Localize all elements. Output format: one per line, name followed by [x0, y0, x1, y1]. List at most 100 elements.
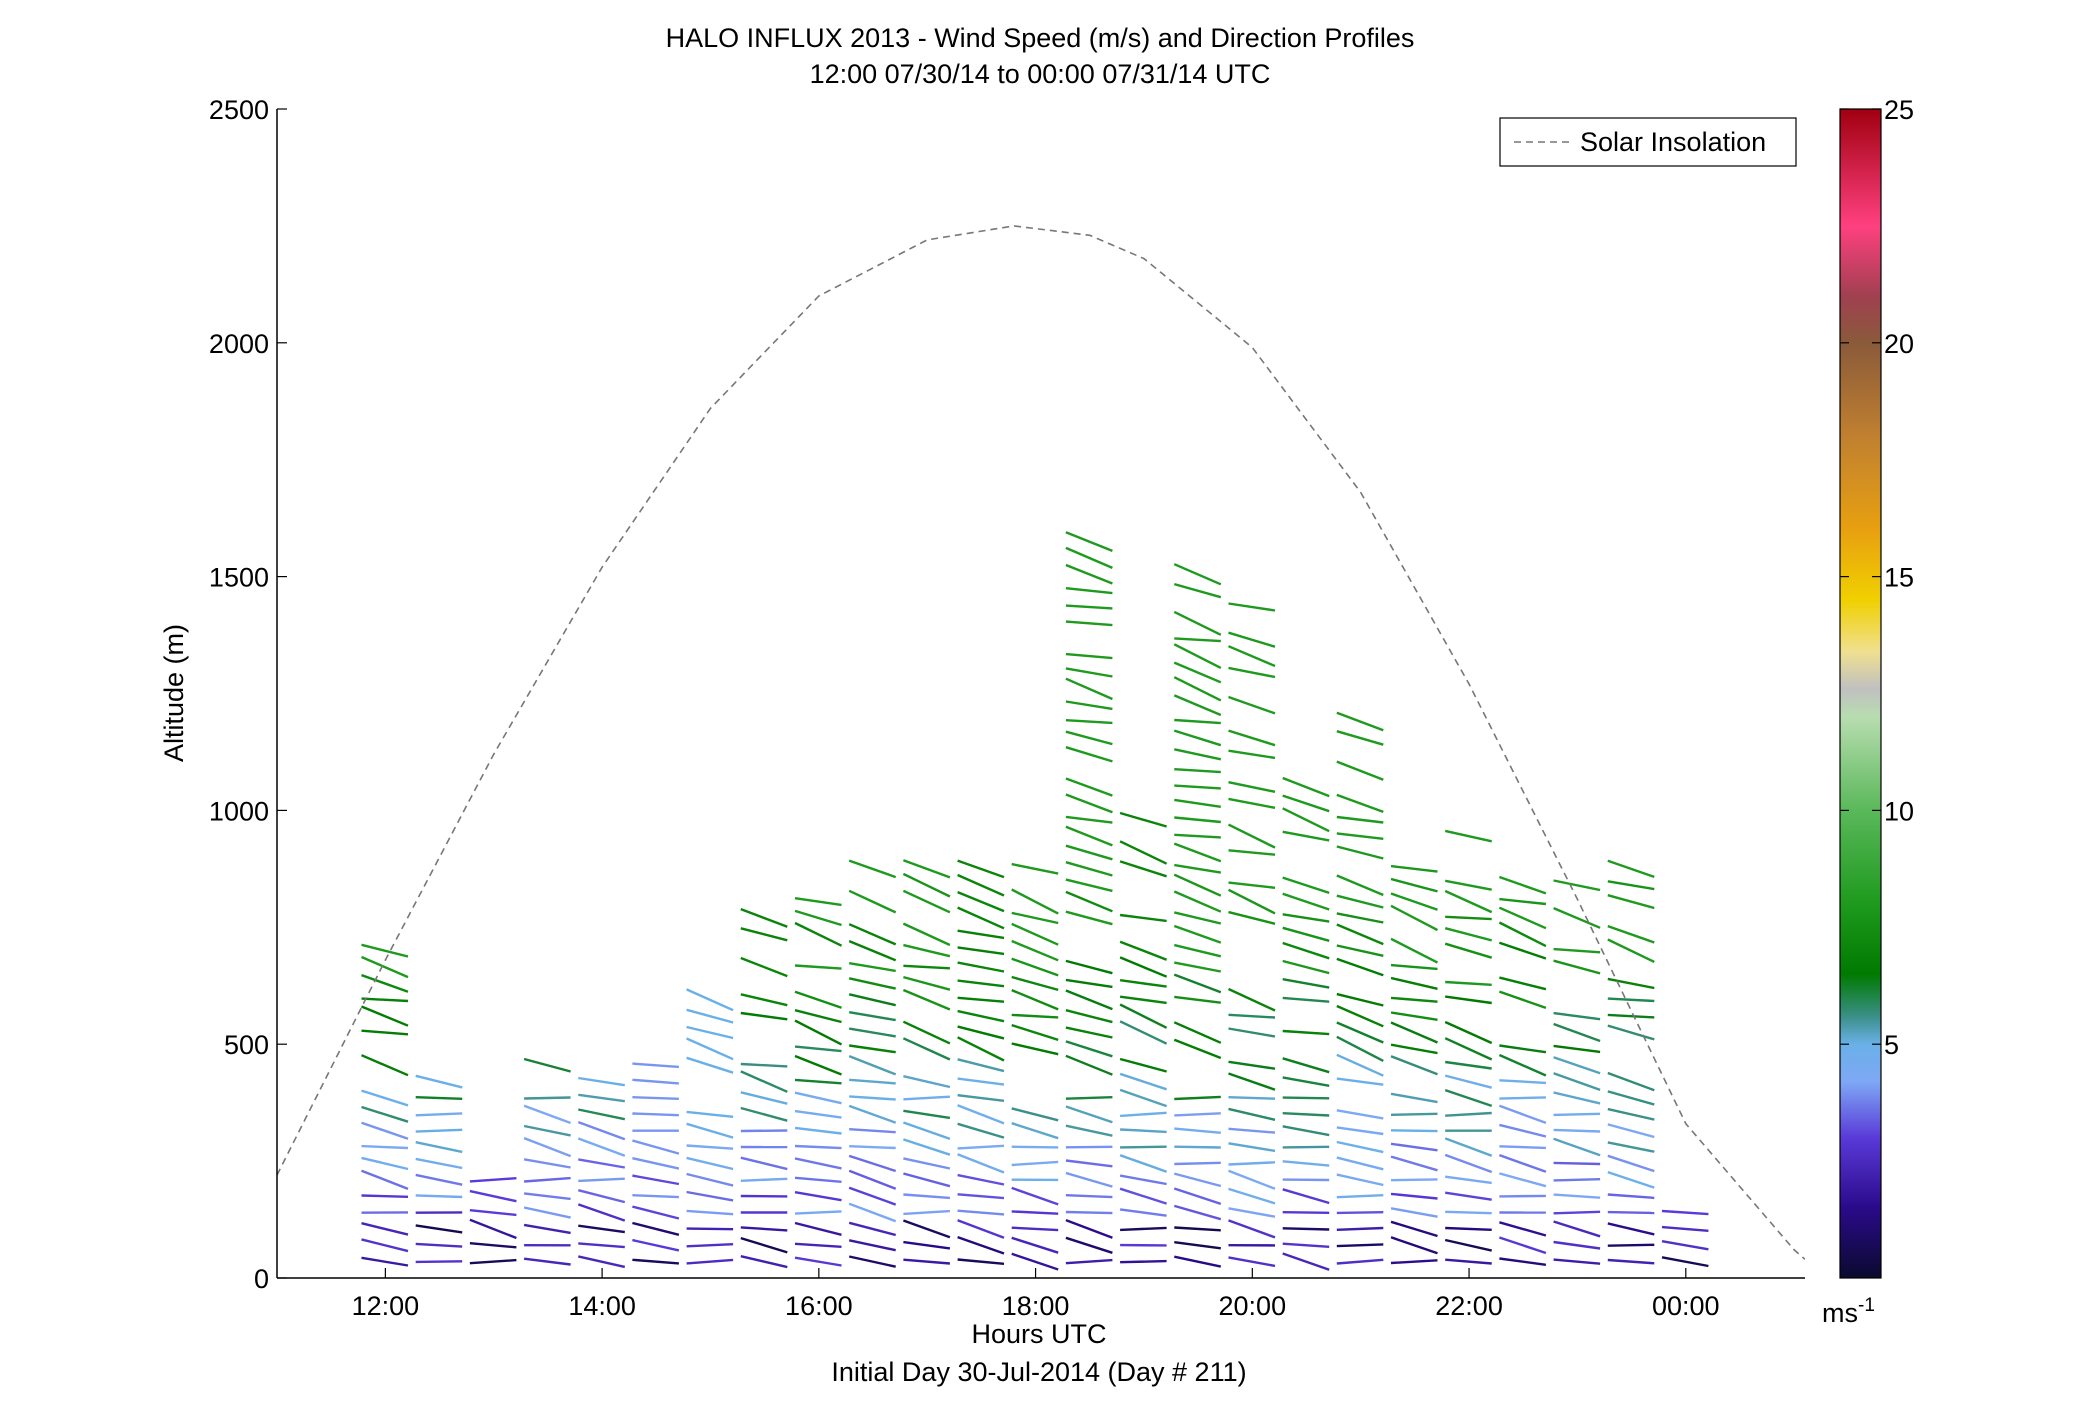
- wind-barb: [1011, 1023, 1059, 1042]
- wind-barb: [1553, 1056, 1601, 1075]
- wind-barb: [1173, 582, 1222, 599]
- wind-barb: [1174, 1161, 1221, 1166]
- wind-barb: [1065, 1096, 1113, 1100]
- wind-barb: [1445, 995, 1492, 1005]
- wind-barb: [1174, 816, 1221, 824]
- wind-barb: [740, 1106, 788, 1122]
- wind-barb: [1173, 643, 1222, 669]
- wind-barb: [578, 1177, 625, 1183]
- wind-barb: [1282, 830, 1330, 842]
- wind-barb: [1607, 880, 1655, 891]
- wind-barb: [957, 1025, 1005, 1040]
- wind-barb: [578, 1158, 626, 1169]
- wind-barb: [1065, 793, 1113, 814]
- wind-barb: [632, 1194, 679, 1199]
- legend-label: Solar Insolation: [1580, 127, 1766, 157]
- wind-barb: [523, 1136, 572, 1158]
- wind-barb: [740, 1156, 788, 1171]
- wind-barb: [1120, 1226, 1167, 1232]
- wind-barb: [1011, 1107, 1059, 1122]
- wind-barb: [1119, 1072, 1167, 1091]
- wind-barb: [1065, 910, 1113, 926]
- wind-barb: [1011, 1145, 1059, 1149]
- wind-barb: [1445, 1191, 1492, 1201]
- wind-barb: [1445, 1258, 1492, 1265]
- wind-barb: [794, 990, 842, 1009]
- wind-barb: [957, 996, 1005, 1003]
- wind-barb: [1119, 1088, 1167, 1108]
- wind-barb: [415, 1173, 463, 1186]
- wind-barb: [524, 1096, 571, 1100]
- wind-barb: [1228, 1142, 1276, 1153]
- wind-barb: [1119, 811, 1167, 828]
- wind-barb: [1282, 1125, 1330, 1137]
- wind-barb: [1228, 631, 1276, 648]
- wind-barb: [794, 1210, 842, 1215]
- wind-barb: [903, 1075, 951, 1089]
- wind-barb: [957, 1036, 1005, 1062]
- wind-barb: [632, 1078, 679, 1085]
- wind-barb: [1065, 1009, 1113, 1024]
- wind-barb: [957, 873, 1005, 897]
- wind-barb: [1282, 1029, 1330, 1036]
- wind-barb: [1498, 906, 1547, 930]
- wind-barb: [1065, 861, 1113, 877]
- wind-barb: [1011, 939, 1059, 962]
- wind-barb: [957, 929, 1005, 940]
- wind-barb: [1120, 1111, 1167, 1118]
- wind-barb: [1119, 913, 1167, 923]
- wind-barb: [740, 956, 788, 978]
- wind-barb: [523, 1104, 572, 1125]
- wind-barb: [1390, 1129, 1438, 1133]
- wind-barb: [1390, 864, 1438, 873]
- wind-barb: [1607, 1141, 1655, 1153]
- wind-barb: [1390, 1055, 1438, 1076]
- wind-barb: [361, 1169, 409, 1191]
- solar-insolation-curve: [277, 225, 1805, 1260]
- wind-barb: [1228, 749, 1276, 760]
- wind-barb: [794, 1054, 842, 1076]
- wind-barb: [1065, 1026, 1113, 1039]
- x-axis-ticks: 12:00 14:00 16:00 18:00 20:00 22:00 00:00: [352, 1268, 1720, 1321]
- wind-barb: [1390, 1178, 1438, 1182]
- wind-barb: [740, 1011, 788, 1021]
- wind-barb: [1282, 941, 1330, 960]
- wind-barb: [1607, 859, 1655, 879]
- colorbar-tick-label: 5: [1884, 1030, 1899, 1060]
- wind-barb: [1445, 980, 1492, 986]
- wind-barb: [1390, 1092, 1438, 1104]
- wind-barb: [578, 1255, 626, 1269]
- wind-barb: [523, 1257, 571, 1266]
- wind-barb: [361, 1222, 409, 1236]
- wind-barb: [686, 1056, 734, 1074]
- wind-barb: [1228, 1072, 1276, 1091]
- wind-barb: [903, 1095, 950, 1101]
- wind-barb: [1445, 1226, 1492, 1231]
- wind-barb: [1336, 1173, 1384, 1187]
- wind-barb: [1173, 973, 1222, 994]
- wind-barb: [1499, 1221, 1547, 1237]
- wind-barb: [1282, 1211, 1330, 1214]
- wind-barb: [848, 1221, 897, 1237]
- wind-barb: [1445, 1210, 1492, 1215]
- wind-barb: [957, 1094, 1005, 1102]
- wind-barb: [740, 1236, 788, 1254]
- wind-barb: [1336, 1035, 1384, 1062]
- wind-barb: [1065, 1040, 1113, 1058]
- wind-barb: [1445, 1175, 1492, 1185]
- wind-barb: [1336, 730, 1384, 746]
- x-axis-label: Hours UTC: [971, 1319, 1106, 1349]
- wind-barb: [469, 1258, 517, 1265]
- wind-barb: [415, 1242, 463, 1248]
- wind-barb: [849, 1027, 896, 1038]
- wind-barb: [1228, 797, 1276, 809]
- wind-barb: [361, 1054, 409, 1077]
- wind-barb: [686, 988, 734, 1012]
- colorbar-unit: ms-1: [1822, 1295, 1875, 1328]
- wind-barb: [1174, 784, 1221, 790]
- wind-barb: [849, 1128, 896, 1134]
- wind-barb: [794, 897, 842, 907]
- wind-barb: [903, 1240, 951, 1250]
- wind-barb: [957, 946, 1005, 956]
- wind-barb: [957, 1235, 1005, 1255]
